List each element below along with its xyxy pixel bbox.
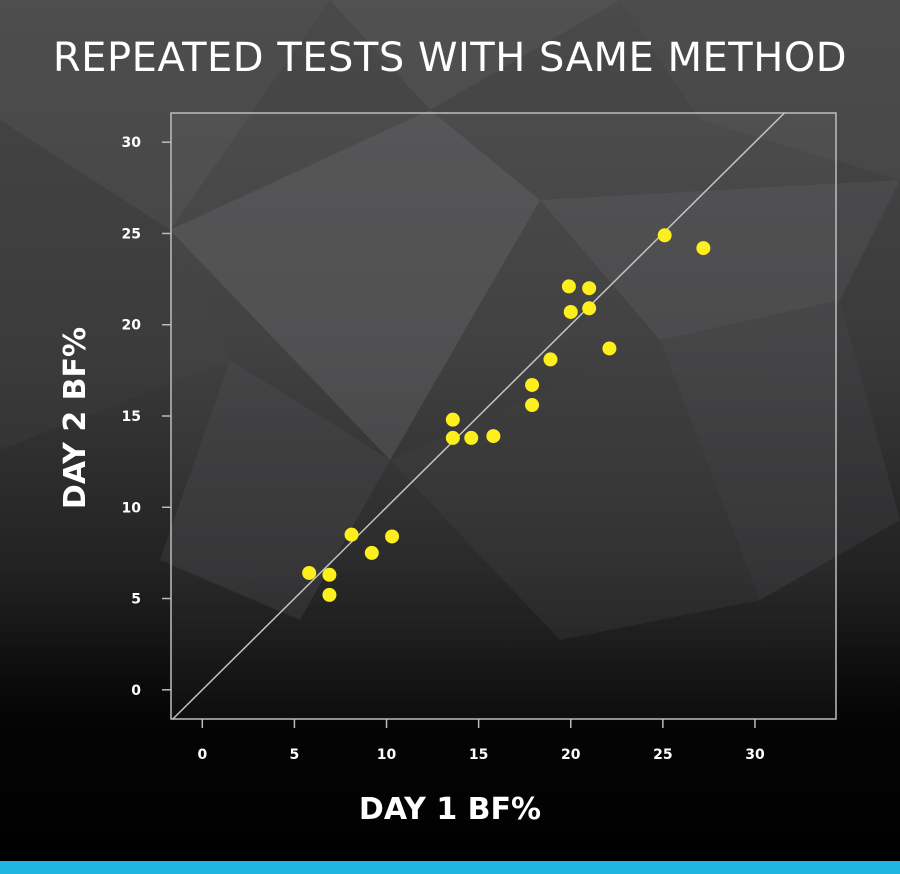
x-tick-label: 20 [561,747,581,763]
identity-line [172,112,785,720]
data-point [582,281,597,296]
x-tick-label: 25 [653,747,672,763]
data-points [302,228,711,602]
x-tick-label: 30 [745,747,765,763]
data-point [525,398,540,413]
axis-ticks: 0 5 10 15 20 25 30 0 5 10 15 20 25 30 [122,135,765,763]
data-point [543,352,558,367]
data-point [302,565,317,580]
data-point [445,430,460,445]
x-axis-label: DAY 1 BF% [358,792,542,827]
x-tick-label: 5 [290,747,300,763]
data-point [385,529,400,544]
y-tick-label: 0 [131,683,141,699]
y-tick-label: 25 [122,226,141,242]
data-point [322,587,337,602]
y-tick-label: 30 [122,135,142,151]
data-point [445,412,460,427]
data-point [525,377,540,392]
data-point [657,228,672,243]
chart-title: REPEATED TESTS WITH SAME METHOD [52,35,848,81]
y-tick-label: 10 [122,500,142,516]
x-tick-label: 15 [469,747,488,763]
y-tick-label: 15 [122,409,141,425]
x-tick-label: 10 [377,747,397,763]
data-point [486,429,501,444]
data-point [561,279,576,294]
data-point [696,241,711,256]
data-point [602,341,617,356]
y-tick-label: 20 [122,318,142,334]
plot-area [170,112,837,720]
data-point [563,304,578,319]
data-point [464,430,479,445]
x-tick-label: 0 [197,747,207,763]
data-point [582,301,597,316]
data-point [322,567,337,582]
y-tick-label: 5 [131,592,141,608]
accent-bar [0,861,900,874]
y-axis-label: DAY 2 BF% [58,326,93,510]
data-point [364,545,379,560]
data-point [344,527,359,542]
